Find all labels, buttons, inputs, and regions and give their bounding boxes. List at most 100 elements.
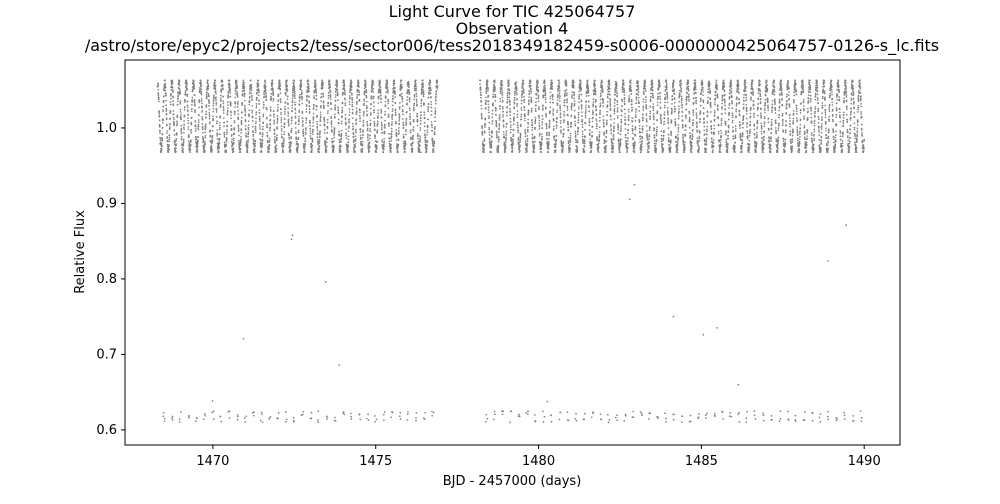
- flux-point: [280, 113, 282, 116]
- flux-point: [508, 101, 511, 104]
- flux-point: [350, 79, 352, 82]
- flux-point: [219, 98, 222, 101]
- flux-point: [528, 100, 530, 103]
- flux-point: [542, 104, 544, 107]
- flux-point: [208, 122, 211, 125]
- flux-point: [326, 137, 328, 140]
- flux-point: [558, 97, 561, 100]
- flux-point: [229, 101, 232, 103]
- flux-point: [228, 82, 231, 85]
- flux-point: [526, 142, 529, 145]
- flux-point: [486, 81, 489, 83]
- flux-point: [172, 113, 175, 116]
- flux-point: [398, 108, 401, 110]
- flux-point: [485, 101, 487, 104]
- flux-point: [534, 116, 537, 119]
- flux-point: [415, 100, 418, 102]
- flux-point: [606, 114, 608, 116]
- flux-point: [257, 83, 260, 85]
- flux-point: [363, 98, 365, 101]
- flux-point: [320, 93, 323, 95]
- flux-point: [254, 131, 257, 134]
- flux-point: [219, 122, 221, 124]
- flux-point: [397, 127, 400, 129]
- flux-point: [341, 110, 344, 113]
- flux-point: [212, 100, 215, 103]
- flux-point: [230, 127, 233, 130]
- flux-point: [207, 88, 209, 90]
- flux-point: [247, 132, 250, 135]
- flux-point: [326, 121, 329, 124]
- flux-point: [323, 132, 326, 134]
- flux-point: [487, 88, 489, 90]
- flux-point: [491, 116, 494, 119]
- flux-point: [309, 417, 312, 420]
- flux-point: [238, 141, 241, 144]
- flux-point: [271, 82, 274, 85]
- flux-point: [333, 136, 335, 139]
- flux-point: [211, 137, 213, 139]
- flux-point: [358, 94, 360, 96]
- flux-point: [219, 126, 221, 129]
- flux-point: [318, 142, 321, 145]
- flux-point: [339, 149, 342, 152]
- flux-point: [411, 144, 413, 147]
- flux-point: [189, 151, 192, 153]
- flux-point: [273, 123, 276, 125]
- flux-point: [520, 109, 523, 111]
- flux-point: [241, 102, 244, 104]
- flux-point: [559, 104, 561, 107]
- flux-point: [260, 146, 263, 148]
- flux-point: [288, 134, 290, 137]
- flux-point: [349, 96, 351, 99]
- flux-point: [541, 135, 543, 138]
- flux-point: [559, 112, 562, 115]
- flux-point: [211, 140, 214, 143]
- flux-point: [323, 105, 325, 107]
- flux-point: [190, 122, 193, 125]
- flux-point: [297, 143, 299, 146]
- flux-point: [505, 132, 508, 135]
- flux-point: [552, 110, 555, 112]
- flux-point: [556, 96, 559, 99]
- flux-point: [429, 87, 432, 89]
- flux-point: [265, 94, 268, 97]
- flux-point: [175, 143, 178, 146]
- flux-point: [226, 109, 229, 112]
- flux-point: [251, 96, 253, 98]
- flux-point: [223, 141, 226, 144]
- flux-point: [380, 112, 383, 114]
- flux-point: [390, 133, 393, 136]
- flux-point: [406, 99, 409, 101]
- flux-point: [605, 136, 608, 139]
- flux-point: [247, 126, 250, 129]
- flux-point: [290, 122, 293, 125]
- flux-point: [519, 132, 522, 135]
- flux-point: [381, 131, 384, 134]
- flux-point: [358, 100, 361, 102]
- flux-point: [311, 140, 314, 142]
- flux-point: [492, 96, 495, 99]
- flux-point: [356, 103, 358, 105]
- flux-point: [323, 124, 326, 127]
- flux-point: [524, 117, 526, 120]
- flux-point: [223, 131, 226, 134]
- flux-point: [165, 113, 168, 116]
- flux-point: [291, 110, 293, 112]
- flux-point: [366, 114, 368, 117]
- flux-point: [223, 121, 225, 124]
- flux-point: [247, 139, 250, 141]
- flux-point: [207, 92, 210, 95]
- flux-point: [279, 84, 281, 87]
- flux-point: [484, 117, 487, 120]
- flux-point: [333, 134, 335, 136]
- flux-point: [540, 147, 543, 150]
- flux-point: [293, 94, 296, 97]
- flux-point: [187, 125, 190, 128]
- flux-point: [234, 89, 237, 92]
- flux-point: [264, 85, 267, 88]
- flux-point: [260, 150, 263, 152]
- flux-point: [488, 126, 491, 129]
- flux-point: [273, 121, 275, 123]
- flux-point: [562, 132, 565, 135]
